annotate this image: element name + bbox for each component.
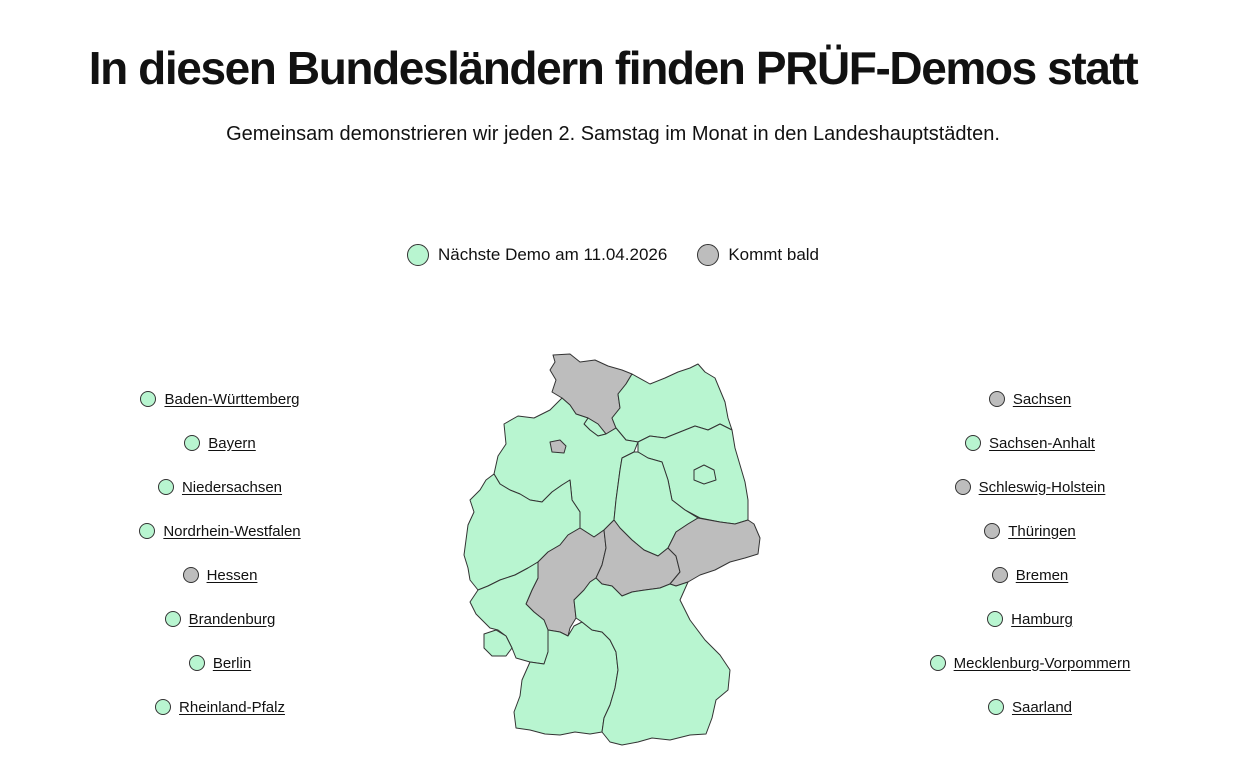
state-entry: Thüringen — [984, 520, 1076, 542]
state-entry: Schleswig-Holstein — [954, 476, 1106, 498]
state-list-item: Saarland — [880, 694, 1180, 738]
state-list-item: Bayern — [70, 430, 370, 474]
state-link[interactable]: Thüringen — [1008, 522, 1076, 540]
state-list-item: Nordrhein-Westfalen — [70, 518, 370, 562]
legend-soon-label: Kommt bald — [728, 245, 820, 264]
state-entry: Sachsen — [988, 388, 1072, 410]
status-dot-icon — [139, 523, 156, 539]
state-list-item: Sachsen-Anhalt — [880, 430, 1180, 474]
state-entry: Niedersachsen — [157, 476, 283, 498]
state-link[interactable]: Hamburg — [1011, 610, 1073, 628]
status-dot-icon — [188, 655, 205, 671]
status-dot-icon — [987, 699, 1004, 715]
state-list-right: Sachsen Sachsen-Anhalt Schleswig-Holstein T… — [880, 386, 1180, 738]
state-entry: Mecklenburg-Vorpommern — [929, 652, 1131, 674]
state-entry: Bremen — [991, 564, 1069, 586]
state-link[interactable]: Nordrhein-Westfalen — [163, 522, 301, 540]
state-list-item: Hessen — [70, 562, 370, 606]
status-dot-icon — [954, 479, 971, 495]
state-entry: Rheinland-Pfalz — [155, 696, 285, 718]
state-link[interactable]: Niedersachsen — [181, 478, 283, 496]
state-entry: Brandenburg — [164, 608, 276, 630]
state-list-left: Baden-Württemberg Bayern Niedersachsen Nord… — [70, 386, 370, 738]
status-dot-icon — [984, 523, 1001, 539]
status-dot-icon — [929, 655, 946, 671]
status-dot-icon — [155, 699, 172, 715]
state-link[interactable]: Sachsen-Anhalt — [989, 434, 1095, 452]
state-link[interactable]: Bayern — [208, 434, 256, 452]
state-entry: Baden-Württemberg — [140, 388, 300, 410]
state-list-item: Baden-Württemberg — [70, 386, 370, 430]
page-title: In diesen Bundesländern finden PRÜF-Demo… — [88, 42, 1139, 94]
state-entry: Berlin — [188, 652, 252, 674]
state-link[interactable]: Sachsen — [1012, 390, 1072, 408]
state-list-item: Mecklenburg-Vorpommern — [880, 650, 1180, 694]
status-dot-icon — [182, 567, 199, 583]
state-link[interactable]: Schleswig-Holstein — [978, 478, 1106, 496]
state-link[interactable]: Bremen — [1015, 566, 1069, 584]
state-list-item: Thüringen — [880, 518, 1180, 562]
status-dot-icon — [987, 611, 1004, 627]
legend-item-soon: Kommt bald — [697, 244, 819, 266]
legend-soon-dot-icon — [697, 244, 720, 266]
state-entry: Saarland — [987, 696, 1073, 718]
state-list-item: Niedersachsen — [70, 474, 370, 518]
status-dot-icon — [965, 435, 982, 451]
state-link[interactable]: Rheinland-Pfalz — [179, 698, 285, 716]
status-dot-icon — [140, 391, 157, 407]
state-link[interactable]: Baden-Württemberg — [164, 390, 300, 408]
status-dot-icon — [988, 391, 1005, 407]
map-state-sachsen[interactable] — [667, 517, 761, 587]
state-list-item: Hamburg — [880, 606, 1180, 650]
state-entry: Hessen — [182, 564, 258, 586]
map-state-berlin[interactable] — [693, 464, 717, 485]
state-link[interactable]: Mecklenburg-Vorpommern — [953, 654, 1131, 672]
status-dot-icon — [157, 479, 174, 495]
state-list-item: Schleswig-Holstein — [880, 474, 1180, 518]
state-link[interactable]: Berlin — [212, 654, 252, 672]
state-entry: Sachsen-Anhalt — [965, 432, 1095, 454]
map-legend: Nächste Demo am 11.04.2026 Kommt bald — [0, 244, 1226, 266]
state-link[interactable]: Brandenburg — [188, 610, 276, 628]
state-list-item: Brandenburg — [70, 606, 370, 650]
status-dot-icon — [164, 611, 181, 627]
state-entry: Hamburg — [987, 608, 1073, 630]
state-list-item: Bremen — [880, 562, 1180, 606]
state-list-item: Berlin — [70, 650, 370, 694]
map-state-bremen[interactable] — [549, 439, 567, 454]
germany-map — [463, 353, 761, 746]
page-subtitle: Gemeinsam demonstrieren wir jeden 2. Sam… — [226, 123, 1000, 145]
state-list-item: Sachsen — [880, 386, 1180, 430]
legend-active-label: Nächste Demo am 11.04.2026 — [437, 245, 668, 264]
map-state-bayern[interactable] — [573, 577, 731, 746]
state-list-item: Rheinland-Pfalz — [70, 694, 370, 738]
status-dot-icon — [184, 435, 201, 451]
state-link[interactable]: Saarland — [1011, 698, 1073, 716]
legend-item-active: Nächste Demo am 11.04.2026 — [406, 244, 668, 266]
state-entry: Nordrhein-Westfalen — [139, 520, 301, 542]
state-link[interactable]: Hessen — [206, 566, 258, 584]
map-state-saarland[interactable] — [483, 629, 513, 657]
state-entry: Bayern — [184, 432, 256, 454]
status-dot-icon — [991, 567, 1008, 583]
legend-active-dot-icon — [406, 244, 429, 266]
